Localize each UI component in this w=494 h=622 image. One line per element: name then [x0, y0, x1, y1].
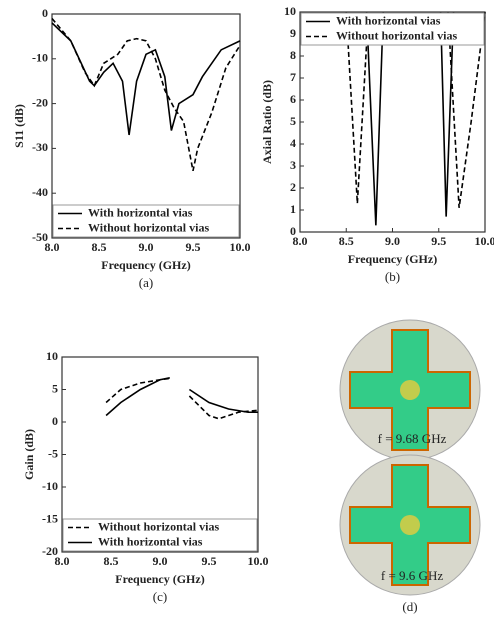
image-label: f = 9.6 GHz [381, 568, 443, 583]
y-tick-label: -20 [42, 544, 58, 558]
y-tick-label: 5 [290, 114, 296, 128]
series-line [106, 378, 258, 418]
x-tick-label: 9.0 [385, 234, 400, 248]
caption: (a) [139, 275, 153, 290]
legend-label: Without horizontal vias [98, 519, 219, 533]
y-tick-label: 5 [52, 381, 58, 395]
y-tick-label: 0 [52, 414, 58, 428]
legend-label: With horizontal vias [98, 534, 203, 548]
x-tick-label: 9.5 [202, 554, 217, 568]
x-tick-label: 10.0 [248, 554, 269, 568]
x-tick-label: 8.5 [92, 240, 107, 254]
y-tick-label: -15 [42, 511, 58, 525]
x-tick-label: 9.0 [153, 554, 168, 568]
legend-label: Without horizontal vias [336, 28, 457, 42]
hotspot [400, 380, 420, 400]
legend-label: Without horizontal vias [88, 220, 209, 234]
y-tick-label: 6 [290, 92, 296, 106]
legend-label: With horizontal vias [336, 13, 441, 27]
legend-label: With horizontal vias [88, 205, 193, 219]
y-tick-label: 9 [290, 26, 296, 40]
x-tick-label: 10.0 [475, 234, 494, 248]
y-tick-label: 7 [290, 70, 296, 84]
x-tick-label: 8.5 [104, 554, 119, 568]
x-tick-label: 9.5 [431, 234, 446, 248]
series-line [106, 378, 258, 416]
series-line [52, 23, 240, 135]
panel-d-images: f = 9.68 GHz f = 9.6 GHz (d) [340, 320, 480, 614]
y-tick-label: -10 [32, 51, 48, 65]
y-tick-label: 0 [42, 6, 48, 20]
y-tick-label: 1 [290, 202, 296, 216]
y-tick-label: -5 [48, 446, 58, 460]
x-tick-label: 9.0 [139, 240, 154, 254]
y-tick-label: 3 [290, 158, 296, 172]
y-tick-label: 8 [290, 48, 296, 62]
y-tick-label: 10 [46, 349, 58, 363]
x-axis-label: Frequency (GHz) [115, 572, 204, 586]
caption: (b) [385, 269, 400, 284]
figure: f = 9.68 GHz f = 9.6 GHz (d) 8.08.59.09.… [0, 0, 494, 622]
y-tick-label: -50 [32, 230, 48, 244]
y-tick-label: -30 [32, 140, 48, 154]
caption: (c) [153, 589, 167, 604]
y-axis-label: Gain (dB) [22, 429, 36, 480]
x-tick-label: 10.0 [230, 240, 251, 254]
y-tick-label: 2 [290, 180, 296, 194]
caption: (d) [402, 599, 417, 614]
x-tick-label: 9.5 [186, 240, 201, 254]
y-tick-label: -10 [42, 479, 58, 493]
y-axis-label: Axial Ratio (dB) [260, 80, 274, 164]
y-tick-label: -20 [32, 95, 48, 109]
y-tick-label: -40 [32, 185, 48, 199]
y-tick-label: 4 [290, 136, 296, 150]
x-axis-label: Frequency (GHz) [348, 252, 437, 266]
series-line [52, 18, 240, 170]
image-label: f = 9.68 GHz [378, 431, 447, 446]
y-tick-label: 10 [284, 4, 296, 18]
hotspot [400, 515, 420, 535]
x-tick-label: 8.5 [339, 234, 354, 248]
y-tick-label: 0 [290, 224, 296, 238]
y-axis-label: S11 (dB) [12, 104, 26, 148]
x-axis-label: Frequency (GHz) [101, 258, 190, 272]
